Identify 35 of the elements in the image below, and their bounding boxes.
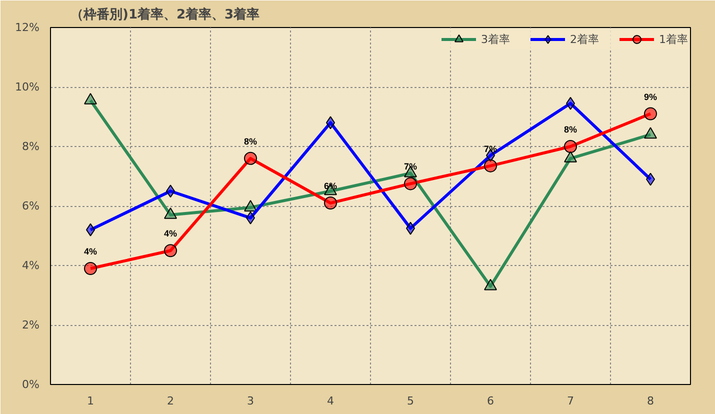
point	[324, 196, 337, 210]
data-label: 9%	[644, 92, 658, 102]
x-tick-label: 3	[247, 394, 254, 408]
y-tick-label: 6%	[22, 200, 40, 212]
data-label: 7%	[404, 162, 418, 172]
point	[244, 152, 257, 165]
x-tick-label: 7	[567, 394, 574, 408]
point	[644, 127, 657, 139]
y-tick-label: 4%	[22, 259, 40, 272]
y-tick-label: 8%	[22, 140, 40, 153]
data-label: 8%	[564, 124, 578, 134]
point	[564, 140, 577, 153]
legend-label: 1着率	[659, 32, 688, 46]
x-tick-label: 2	[167, 394, 174, 408]
y-tick-label: 0%	[22, 378, 40, 391]
point	[404, 177, 417, 190]
chart-title: （枠番別)1着率、2着率、3着率	[70, 6, 260, 22]
data-label: 8%	[244, 136, 258, 146]
point	[644, 107, 657, 120]
data-label: 7%	[484, 144, 498, 154]
point	[164, 244, 177, 258]
x-tick-label: 1	[87, 394, 94, 408]
x-tick-label: 4	[327, 394, 334, 408]
legend-label: 2着率	[570, 32, 599, 46]
legend-label: 3着率	[481, 32, 510, 46]
y-tick-label: 12%	[15, 21, 40, 34]
data-label: 4%	[84, 246, 98, 256]
x-tick-label: 8	[647, 394, 654, 408]
x-tick-label: 5	[407, 394, 414, 408]
x-tick-label: 6	[487, 394, 494, 408]
point	[84, 262, 97, 275]
point	[484, 159, 497, 172]
y-tick-label: 2%	[22, 318, 40, 332]
data-label: 4%	[164, 228, 178, 239]
y-tick-label: 10%	[15, 80, 40, 94]
